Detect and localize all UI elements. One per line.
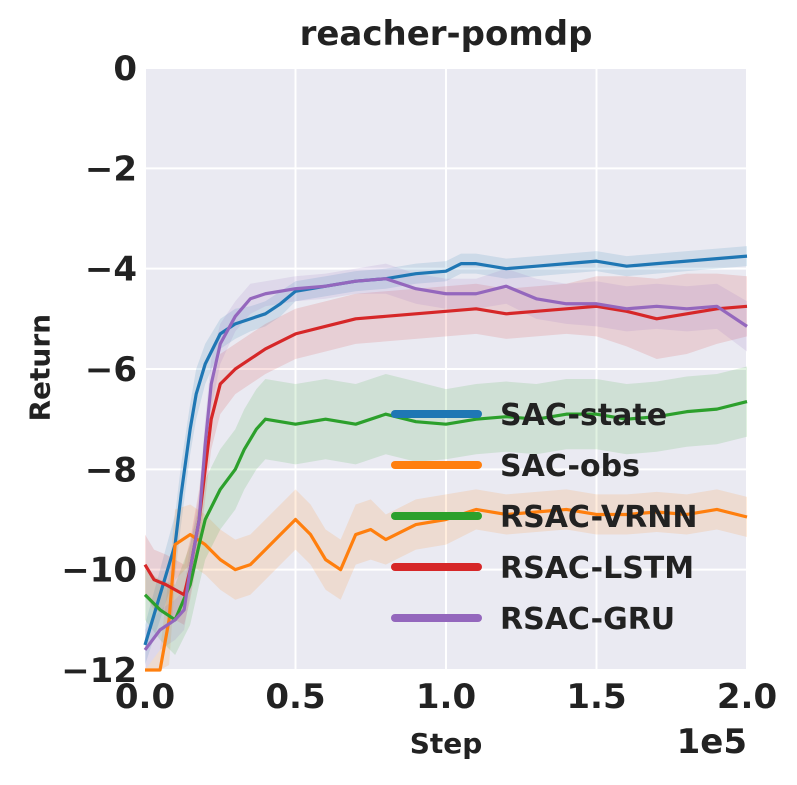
y-axis-label: Return bbox=[23, 313, 57, 422]
legend-label: RSAC-LSTM bbox=[500, 551, 694, 586]
y-tick-label: −8 bbox=[85, 450, 137, 490]
x-tick-label: 0.5 bbox=[265, 677, 325, 717]
chart-title: reacher-pomdp bbox=[299, 14, 593, 54]
line-rsac-vrnn bbox=[143, 400, 748, 622]
x-axis-label: Step bbox=[409, 727, 483, 760]
legend-label: RSAC-GRU bbox=[500, 602, 675, 637]
x-tick-label: 0.0 bbox=[115, 677, 175, 717]
y-tick-label: 0 bbox=[113, 49, 137, 89]
series-lines bbox=[143, 254, 748, 672]
legend-label: SAC-obs bbox=[500, 449, 640, 484]
y-tick-labels: 0 −2 −4 −6 −8 −10 −12 bbox=[61, 49, 137, 691]
line-sac-obs bbox=[145, 507, 748, 672]
y-tick-label: −12 bbox=[61, 651, 137, 691]
band-rsac-vrnn bbox=[145, 366, 747, 655]
band-sac-obs bbox=[145, 489, 747, 670]
legend-label: SAC-state bbox=[500, 398, 667, 433]
legend-label: RSAC-VRNN bbox=[500, 500, 697, 535]
band-rsac-gru bbox=[145, 263, 747, 670]
x-axis-multiplier: 1e5 bbox=[676, 722, 747, 762]
y-tick-label: −4 bbox=[85, 250, 137, 290]
y-tick-label: −10 bbox=[61, 551, 137, 591]
x-tick-labels: 0.0 0.5 1.0 1.5 2.0 bbox=[115, 677, 777, 717]
line-rsac-gru bbox=[143, 277, 748, 651]
y-tick-label: −6 bbox=[85, 350, 137, 390]
legend: SAC-state SAC-obs RSAC-VRNN RSAC-LSTM RSAC-G… bbox=[391, 398, 697, 637]
x-tick-label: 1.0 bbox=[416, 677, 476, 717]
x-tick-label: 1.5 bbox=[566, 677, 626, 717]
y-tick-label: −2 bbox=[85, 149, 137, 189]
x-tick-label: 2.0 bbox=[717, 677, 777, 717]
